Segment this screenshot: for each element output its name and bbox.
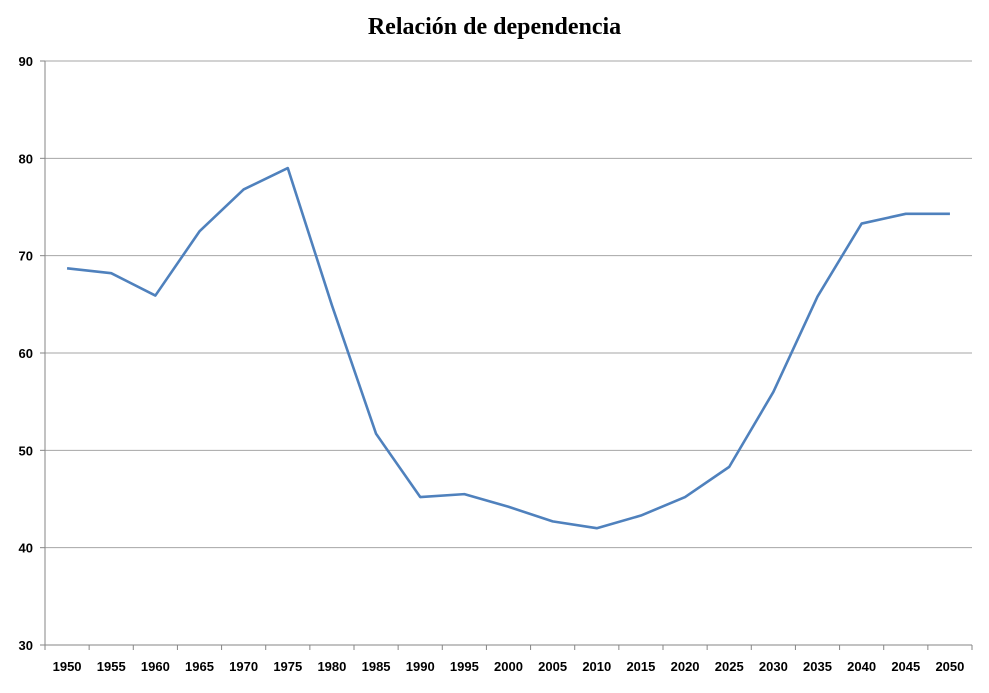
x-tick-label: 1980: [317, 659, 346, 674]
x-tick-label: 1985: [362, 659, 391, 674]
y-tick-label: 50: [19, 443, 33, 458]
x-tick-label: 2015: [626, 659, 655, 674]
y-tick-label: 60: [19, 346, 33, 361]
x-tick-label: 1955: [97, 659, 126, 674]
x-tick-label: 1970: [229, 659, 258, 674]
x-tick-label: 2010: [582, 659, 611, 674]
y-tick-label: 40: [19, 541, 33, 556]
x-tick-label: 2030: [759, 659, 788, 674]
x-tick-label: 2025: [715, 659, 744, 674]
series-line: [66, 166, 950, 530]
x-tick-label: 2005: [538, 659, 567, 674]
x-tick-label: 2020: [671, 659, 700, 674]
x-tick-label: 2045: [891, 659, 920, 674]
x-tick-label: 1995: [450, 659, 479, 674]
x-tick-label: 2000: [494, 659, 523, 674]
x-tick-label: 2040: [847, 659, 876, 674]
y-tick-label: 30: [19, 638, 33, 653]
x-tick-label: 1950: [53, 659, 82, 674]
y-tick-label: 90: [19, 54, 33, 69]
chart-title: Relación de dependencia: [367, 14, 622, 40]
x-tick-label: 2035: [803, 659, 832, 674]
x-tick-label: 1975: [273, 659, 302, 674]
x-tick-label: 1965: [185, 659, 214, 674]
x-tick-label: 1960: [141, 659, 170, 674]
y-tick-label: 70: [19, 249, 33, 264]
y-tick-label: 80: [19, 151, 33, 166]
x-tick-label: 2050: [935, 659, 964, 674]
x-tick-label: 1990: [406, 659, 435, 674]
